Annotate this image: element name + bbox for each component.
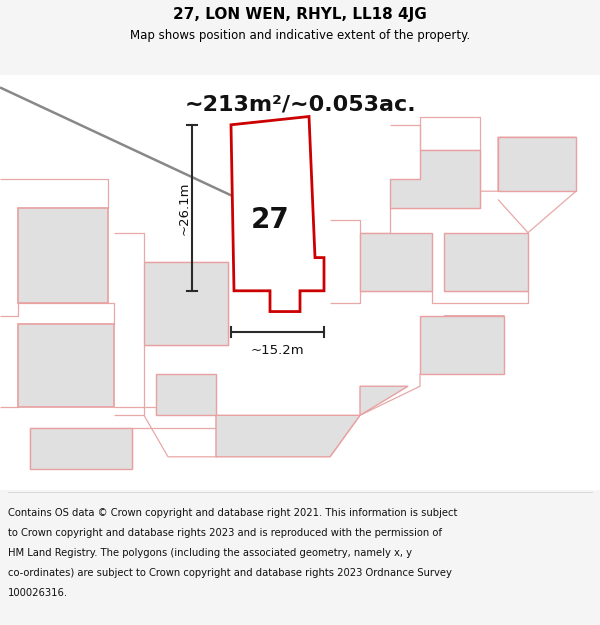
Polygon shape xyxy=(420,316,504,374)
Polygon shape xyxy=(216,415,360,457)
Polygon shape xyxy=(444,232,528,291)
Text: to Crown copyright and database rights 2023 and is reproduced with the permissio: to Crown copyright and database rights 2… xyxy=(8,528,442,538)
Polygon shape xyxy=(360,386,408,415)
Bar xyxy=(0,490,600,625)
Polygon shape xyxy=(144,262,228,345)
Bar xyxy=(0,75,600,490)
Polygon shape xyxy=(30,428,132,469)
Text: co-ordinates) are subject to Crown copyright and database rights 2023 Ordnance S: co-ordinates) are subject to Crown copyr… xyxy=(8,568,452,578)
Polygon shape xyxy=(231,116,324,311)
Text: 27: 27 xyxy=(251,206,289,234)
Text: ~15.2m: ~15.2m xyxy=(251,344,304,357)
Text: Contains OS data © Crown copyright and database right 2021. This information is : Contains OS data © Crown copyright and d… xyxy=(8,508,457,518)
Text: ~26.1m: ~26.1m xyxy=(178,181,191,234)
Text: 27, LON WEN, RHYL, LL18 4JG: 27, LON WEN, RHYL, LL18 4JG xyxy=(173,8,427,22)
Polygon shape xyxy=(18,208,108,303)
Text: ~213m²/~0.053ac.: ~213m²/~0.053ac. xyxy=(184,95,416,115)
Polygon shape xyxy=(18,324,114,407)
Text: 100026316.: 100026316. xyxy=(8,588,68,598)
Text: Map shows position and indicative extent of the property.: Map shows position and indicative extent… xyxy=(130,29,470,41)
Polygon shape xyxy=(156,374,216,415)
Polygon shape xyxy=(498,138,576,191)
Polygon shape xyxy=(390,150,480,208)
Polygon shape xyxy=(360,232,432,291)
Text: HM Land Registry. The polygons (including the associated geometry, namely x, y: HM Land Registry. The polygons (includin… xyxy=(8,548,412,558)
